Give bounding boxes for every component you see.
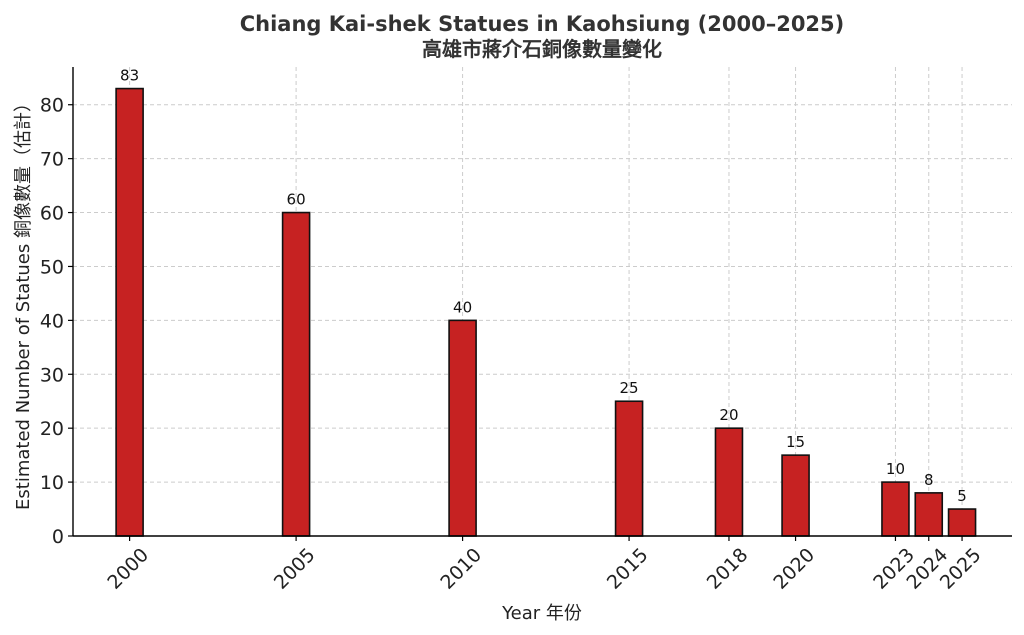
chart-subtitle: 高雄市蔣介石銅像數量變化 <box>422 37 662 61</box>
data-label-2018: 20 <box>719 406 738 424</box>
y-tick-label: 40 <box>40 310 64 332</box>
data-label-2005: 60 <box>287 191 306 209</box>
bar-2023 <box>881 481 910 537</box>
data-label-2010: 40 <box>453 298 472 316</box>
y-tick-label: 50 <box>40 256 64 278</box>
bar-2005 <box>281 211 311 537</box>
x-tick-label: 2010 <box>436 544 486 594</box>
data-label-2015: 25 <box>620 379 639 397</box>
data-label-2020: 15 <box>786 433 805 451</box>
y-tick-label: 60 <box>40 203 64 225</box>
data-label-2025: 5 <box>957 487 967 505</box>
data-label-2023: 10 <box>886 460 905 478</box>
y-tick-label: 80 <box>40 95 64 117</box>
bar-2010 <box>448 319 477 537</box>
y-tick-label: 30 <box>40 364 64 386</box>
bars <box>115 87 977 537</box>
y-tick-label: 0 <box>52 526 64 548</box>
data-labels: 83 60 40 25 20 15 10 8 5 <box>120 67 967 505</box>
bar-2020 <box>781 454 810 537</box>
x-tick-label: 2000 <box>103 544 153 594</box>
y-tick-label: 20 <box>40 418 64 440</box>
bar-2018 <box>714 427 744 537</box>
grid <box>73 67 1012 536</box>
chart-title: Chiang Kai-shek Statues in Kaohsiung (20… <box>240 12 845 36</box>
bar-2015 <box>614 400 644 537</box>
data-label-2000: 83 <box>120 67 139 85</box>
bar-2025 <box>947 508 977 537</box>
x-tick-label: 2005 <box>270 544 320 594</box>
data-label-2024: 8 <box>924 471 934 489</box>
bar-2024 <box>914 492 944 537</box>
y-tick-label: 10 <box>40 472 64 494</box>
y-tick-label: 70 <box>40 149 64 171</box>
bar-2000 <box>115 87 144 537</box>
x-tick-label: 2018 <box>703 544 753 594</box>
x-tick-label: 2015 <box>603 544 653 594</box>
x-axis-label: Year 年份 <box>501 603 582 624</box>
x-tick-label: 2020 <box>769 544 819 594</box>
y-axis-label: Estimated Number of Statues 銅像數量（估計） <box>13 94 34 510</box>
